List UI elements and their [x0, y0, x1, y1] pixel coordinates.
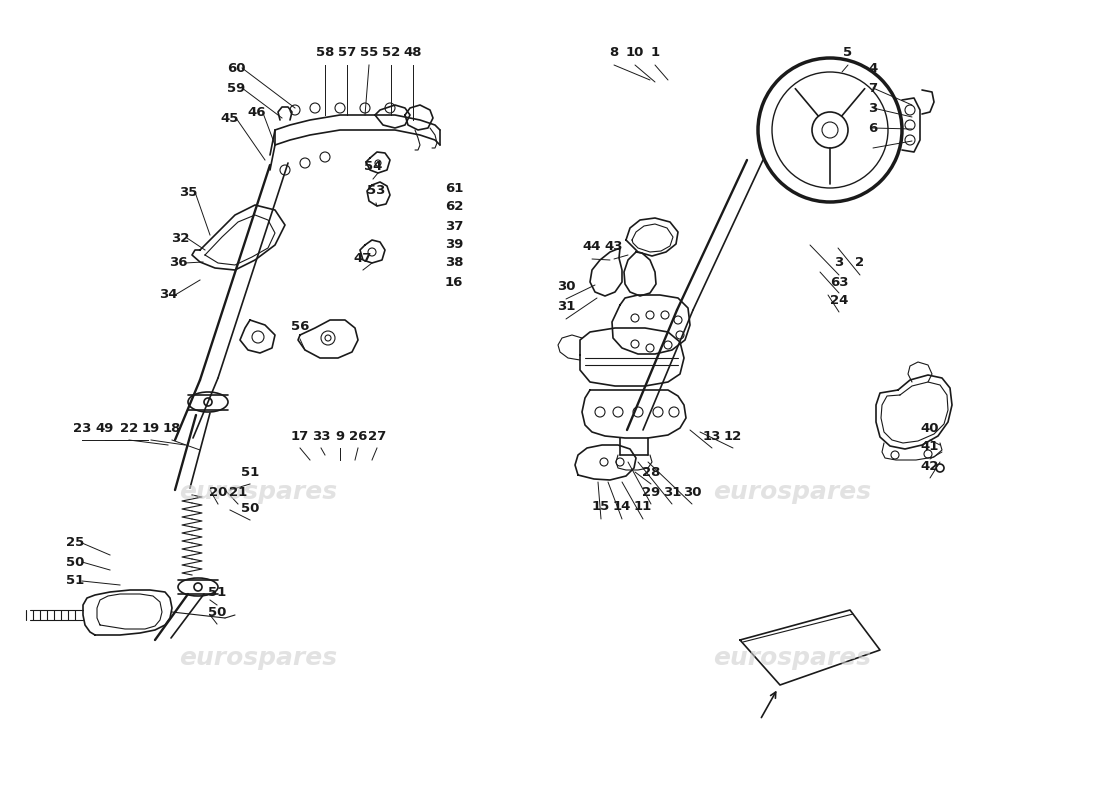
- Text: 21: 21: [229, 486, 248, 498]
- Text: 9: 9: [336, 430, 344, 442]
- Text: 14: 14: [613, 501, 631, 514]
- Text: 31: 31: [663, 486, 681, 498]
- Text: 50: 50: [66, 555, 85, 569]
- Text: 58: 58: [316, 46, 334, 59]
- Text: 37: 37: [444, 219, 463, 233]
- Text: 31: 31: [557, 301, 575, 314]
- Text: 26: 26: [349, 430, 367, 442]
- Text: 55: 55: [360, 46, 378, 59]
- Text: 56: 56: [290, 321, 309, 334]
- Text: 51: 51: [66, 574, 84, 587]
- Text: 20: 20: [209, 486, 228, 498]
- Text: 6: 6: [868, 122, 878, 134]
- Text: 35: 35: [179, 186, 197, 198]
- Text: 62: 62: [444, 201, 463, 214]
- Text: 23: 23: [73, 422, 91, 434]
- Text: 24: 24: [829, 294, 848, 307]
- Text: 10: 10: [626, 46, 645, 59]
- Text: 16: 16: [444, 275, 463, 289]
- Text: 25: 25: [66, 537, 84, 550]
- Text: 50: 50: [241, 502, 260, 514]
- Text: 11: 11: [634, 501, 652, 514]
- Text: 8: 8: [609, 46, 618, 59]
- Text: 33: 33: [311, 430, 330, 442]
- Text: 44: 44: [583, 241, 602, 254]
- Text: 54: 54: [364, 161, 382, 174]
- Text: 27: 27: [367, 430, 386, 442]
- Text: 17: 17: [290, 430, 309, 442]
- Text: 40: 40: [921, 422, 939, 434]
- Text: 51: 51: [241, 466, 260, 478]
- Text: 7: 7: [868, 82, 878, 94]
- Text: 53: 53: [366, 185, 385, 198]
- Text: eurospares: eurospares: [713, 646, 871, 670]
- Text: 30: 30: [557, 281, 575, 294]
- Text: 4: 4: [868, 62, 878, 74]
- Text: 61: 61: [444, 182, 463, 194]
- Text: 32: 32: [170, 231, 189, 245]
- Text: 45: 45: [221, 111, 239, 125]
- Text: eurospares: eurospares: [179, 646, 338, 670]
- Text: 43: 43: [605, 241, 624, 254]
- Text: 63: 63: [829, 275, 848, 289]
- Text: 46: 46: [248, 106, 266, 119]
- Text: 28: 28: [641, 466, 660, 478]
- Text: 29: 29: [642, 486, 660, 498]
- Text: 48: 48: [404, 46, 422, 59]
- Text: 36: 36: [168, 257, 187, 270]
- Text: 50: 50: [208, 606, 227, 618]
- Text: 3: 3: [868, 102, 878, 114]
- Text: 13: 13: [703, 430, 722, 442]
- Text: 3: 3: [835, 257, 844, 270]
- Text: 22: 22: [120, 422, 139, 434]
- Text: 1: 1: [650, 46, 660, 59]
- Text: 12: 12: [724, 430, 743, 442]
- Text: 38: 38: [444, 257, 463, 270]
- Text: 52: 52: [382, 46, 400, 59]
- Text: 18: 18: [163, 422, 182, 434]
- Text: 60: 60: [227, 62, 245, 74]
- Text: eurospares: eurospares: [179, 480, 338, 504]
- Text: 51: 51: [208, 586, 227, 599]
- Text: 59: 59: [227, 82, 245, 94]
- Text: 5: 5: [844, 46, 852, 59]
- Text: 57: 57: [338, 46, 356, 59]
- Text: 19: 19: [142, 422, 161, 434]
- Text: 47: 47: [354, 251, 372, 265]
- Text: 30: 30: [683, 486, 702, 498]
- Text: 42: 42: [921, 459, 939, 473]
- Text: 39: 39: [444, 238, 463, 251]
- Text: 15: 15: [592, 501, 611, 514]
- Text: 34: 34: [158, 289, 177, 302]
- Text: 49: 49: [96, 422, 114, 434]
- Text: 41: 41: [921, 441, 939, 454]
- Text: 2: 2: [856, 257, 865, 270]
- Text: eurospares: eurospares: [713, 480, 871, 504]
